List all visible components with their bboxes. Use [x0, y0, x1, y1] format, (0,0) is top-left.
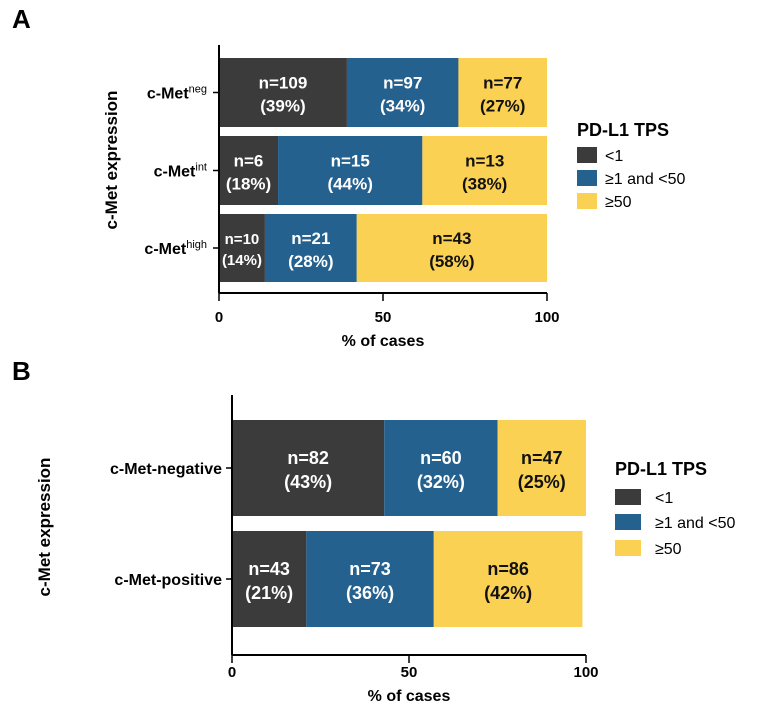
legend-label: ≥1 and <50: [605, 171, 686, 188]
bar-count-label: n=73: [349, 559, 391, 579]
bar-count-label: n=6: [234, 152, 264, 171]
x-tick-label: 0: [215, 309, 223, 326]
bar-segment: [219, 214, 265, 282]
bar-segment: [232, 420, 385, 516]
legend-swatch: [615, 540, 641, 556]
category-label-base: c-Met: [144, 241, 186, 258]
category-label: c-Metint: [154, 162, 207, 181]
bar-percent-label: (44%): [328, 175, 373, 194]
panel-label: B: [12, 356, 31, 386]
bar-segment: [232, 531, 307, 627]
category-label-base: c-Met-positive: [114, 572, 222, 589]
category-label-base: c-Met: [147, 86, 189, 103]
bar-percent-label: (14%): [222, 252, 262, 269]
bar-percent-label: (58%): [429, 252, 474, 271]
x-tick-label: 100: [534, 309, 559, 326]
category-label-base: c-Met: [154, 164, 196, 181]
bar-count-label: n=97: [383, 74, 422, 93]
bar-count-label: n=10: [225, 231, 260, 248]
x-axis-title: % of cases: [342, 333, 425, 350]
x-tick-label: 50: [401, 664, 418, 681]
legend-title: PD-L1 TPS: [615, 459, 707, 479]
bar-percent-label: (21%): [245, 583, 293, 603]
legend-swatch: [615, 489, 641, 505]
bar-count-label: n=77: [483, 74, 522, 93]
bar-count-label: n=60: [420, 448, 462, 468]
category-label-sup: high: [186, 239, 207, 251]
bar-count-label: n=43: [432, 229, 471, 248]
legend-swatch: [577, 193, 597, 209]
bar-count-label: n=43: [248, 559, 290, 579]
x-tick-label: 100: [573, 664, 598, 681]
bar-segment: [306, 531, 434, 627]
category-label: c-Met-positive: [114, 572, 222, 589]
x-tick-label: 0: [228, 664, 236, 681]
bar-percent-label: (25%): [518, 472, 566, 492]
bar-segment: [346, 58, 459, 127]
bar-percent-label: (18%): [226, 175, 271, 194]
bar-count-label: n=13: [465, 152, 504, 171]
legend-swatch: [615, 514, 641, 530]
bar-percent-label: (39%): [260, 97, 305, 116]
bar-percent-label: (27%): [480, 97, 525, 116]
bar-segment: [278, 136, 423, 205]
category-label: c-Metneg: [147, 84, 207, 103]
bar-segment: [458, 58, 547, 127]
y-axis-title: c-Met expression: [35, 458, 54, 597]
category-label-sup: int: [195, 162, 207, 174]
bar-segment: [219, 136, 279, 205]
bar-percent-label: (43%): [284, 472, 332, 492]
bar-percent-label: (42%): [484, 583, 532, 603]
bar-count-label: n=86: [487, 559, 529, 579]
bar-segment: [264, 214, 357, 282]
category-label: c-Met-negative: [110, 461, 222, 478]
bar-percent-label: (28%): [288, 252, 333, 271]
legend-title: PD-L1 TPS: [577, 120, 669, 140]
panel-label: A: [12, 4, 31, 34]
bar-count-label: n=15: [331, 152, 370, 171]
legend: PD-L1 TPS <1 ≥1 and <50 ≥50: [615, 459, 736, 558]
legend-label: ≥1 and <50: [655, 515, 736, 532]
bar-count-label: n=109: [259, 74, 308, 93]
bar-segment: [384, 420, 498, 516]
y-axis-title: c-Met expression: [102, 91, 121, 230]
bar-count-label: n=82: [287, 448, 329, 468]
legend-label: ≥50: [605, 194, 632, 211]
bar-percent-label: (32%): [417, 472, 465, 492]
x-tick-label: 50: [375, 309, 392, 326]
bar-percent-label: (38%): [462, 175, 507, 194]
category-label-sup: neg: [189, 84, 207, 96]
legend-label: ≥50: [655, 541, 682, 558]
bar-segment: [497, 420, 586, 516]
bar-segment: [356, 214, 547, 282]
category-label: c-Methigh: [144, 239, 207, 258]
legend-label: <1: [605, 148, 623, 165]
legend: PD-L1 TPS <1 ≥1 and <50 ≥50: [577, 120, 686, 211]
bar-segment: [219, 58, 347, 127]
bar-segment: [433, 531, 583, 627]
bar-percent-label: (34%): [380, 97, 425, 116]
legend-swatch: [577, 170, 597, 186]
panel-b: Bn=82 (43%) n=60 (32%) n=47 (25%) c-Met-negati…: [12, 356, 736, 705]
panel-a: An=109(39%)n=97(34%)n=77(27%)c-Metnegn=6…: [12, 4, 686, 350]
x-axis-title: % of cases: [368, 688, 451, 705]
category-label-base: c-Met-negative: [110, 461, 222, 478]
legend-swatch: [577, 147, 597, 163]
bar-count-label: n=21: [291, 229, 330, 248]
bar-segment: [422, 136, 547, 205]
bar-count-label: n=47: [521, 448, 563, 468]
legend-label: <1: [655, 490, 673, 507]
bar-percent-label: (36%): [346, 583, 394, 603]
